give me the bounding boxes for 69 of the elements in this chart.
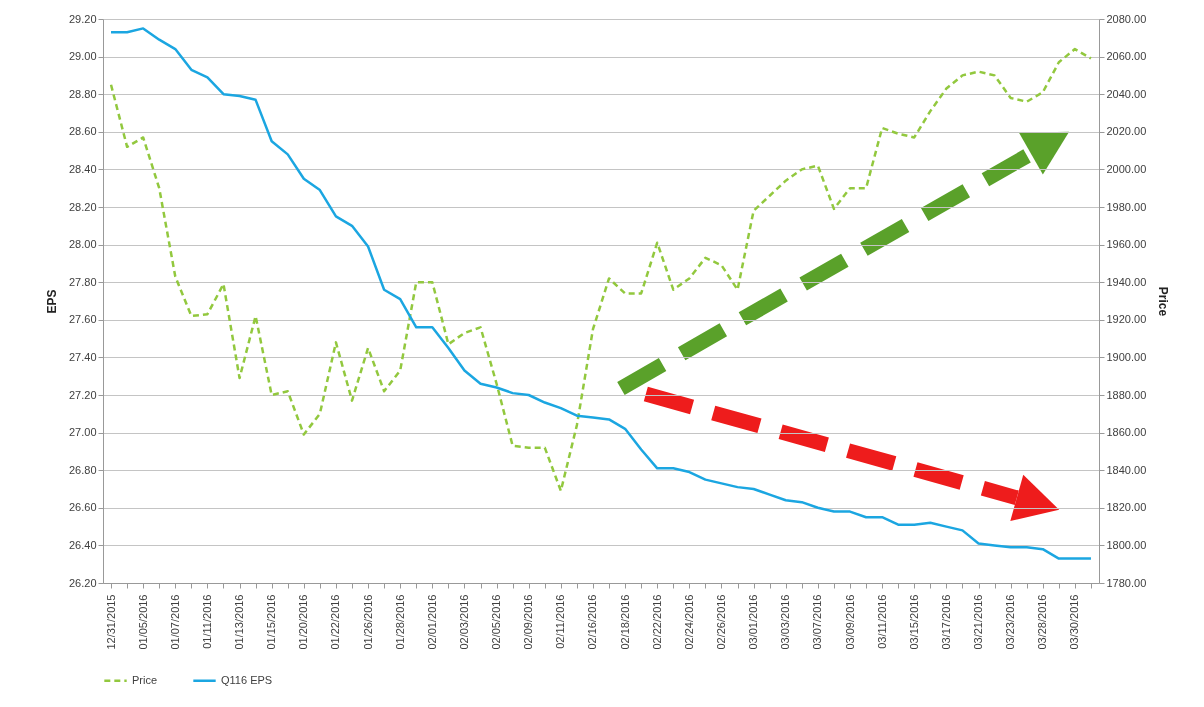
x-tick-label: 01/07/2016 (168, 594, 181, 650)
line-series (109, 27, 1093, 560)
x-tick-label: 02/24/2016 (682, 594, 695, 650)
y-tick-label: 27.80 (68, 275, 97, 288)
y-tick-label: 29.20 (68, 12, 97, 25)
x-tick-label: 01/28/2016 (393, 594, 406, 650)
y-tick-label: 27.00 (68, 426, 97, 439)
y2-tick-label: 1940.00 (1106, 275, 1147, 288)
x-tick-label: 02/22/2016 (650, 594, 663, 650)
line-series (109, 47, 1093, 493)
y2-tick-label: 1800.00 (1106, 538, 1147, 551)
x-tick-label: 02/03/2016 (457, 594, 470, 650)
y-tick-label: 27.60 (68, 313, 97, 326)
y2-tick-label: 1980.00 (1106, 200, 1147, 213)
y2-tick-label: 1920.00 (1106, 313, 1147, 326)
y-tick-label: 28.00 (68, 238, 97, 251)
y-axis-title: EPS (44, 289, 59, 314)
y-tick-label: 29.00 (68, 50, 97, 63)
y2-tick-label: 2040.00 (1106, 87, 1147, 100)
x-tick-label: 03/17/2016 (939, 594, 952, 650)
x-tick-label: 03/03/2016 (779, 594, 792, 650)
x-tick-label: 03/30/2016 (1068, 594, 1081, 650)
x-tick-label: 02/11/2016 (554, 594, 567, 649)
y-tick-label: 26.80 (68, 463, 97, 476)
y2-tick-label: 1780.00 (1106, 576, 1147, 589)
x-tick-label: 02/09/2016 (522, 594, 535, 650)
x-tick-label: 01/13/2016 (233, 594, 246, 650)
y2-tick-label: 1820.00 (1106, 501, 1147, 514)
y2-tick-label: 1840.00 (1106, 463, 1147, 476)
x-tick-label: 01/05/2016 (136, 594, 149, 650)
y2-tick-label: 2060.00 (1106, 50, 1147, 63)
x-tick-label: 02/01/2016 (425, 594, 438, 650)
y-tick-label: 27.40 (68, 350, 97, 363)
x-tick-label: 01/26/2016 (361, 594, 374, 650)
x-tick-label: 03/09/2016 (843, 594, 856, 650)
y2-tick-label: 1960.00 (1106, 238, 1147, 251)
y2-tick-label: 2000.00 (1106, 162, 1147, 175)
y-tick-label: 28.60 (68, 125, 97, 138)
x-tick-label: 03/23/2016 (1004, 594, 1017, 650)
y2-tick-label: 2020.00 (1106, 125, 1147, 138)
x-tick-label: 02/05/2016 (490, 594, 503, 650)
x-tick-label: 03/11/2016 (875, 594, 888, 649)
y2-tick-label: 1900.00 (1106, 350, 1147, 363)
x-tick-label: 03/21/2016 (972, 594, 985, 650)
legend-label: Q116 EPS (221, 673, 273, 686)
x-tick-label: 02/18/2016 (618, 594, 631, 650)
y2-tick-label: 2080.00 (1106, 12, 1147, 25)
x-tick-label: 02/26/2016 (714, 594, 727, 650)
x-tick-label: 03/28/2016 (1036, 594, 1049, 650)
y2-tick-label: 1860.00 (1106, 426, 1147, 439)
x-tick-label: 03/01/2016 (747, 594, 760, 650)
y-tick-label: 27.20 (68, 388, 97, 401)
x-tick-label: 01/20/2016 (297, 594, 310, 650)
x-tick-label: 03/07/2016 (811, 594, 824, 650)
y-tick-label: 26.60 (68, 501, 97, 514)
x-tick-label: 01/22/2016 (329, 594, 342, 650)
x-tick-label: 01/11/2016 (200, 594, 213, 649)
y-tick-label: 26.20 (68, 576, 97, 589)
x-tick-label: 03/15/2016 (907, 594, 920, 650)
x-tick-label: 02/16/2016 (586, 594, 599, 650)
legend-label: Price (132, 673, 158, 686)
y-tick-label: 28.80 (68, 87, 97, 100)
y2-tick-label: 1880.00 (1106, 388, 1147, 401)
x-tick-label: 12/31/2015 (104, 594, 117, 650)
y2-axis-title: Price (1156, 286, 1171, 317)
y-tick-label: 28.40 (68, 162, 97, 175)
x-tick-label: 01/15/2016 (265, 594, 278, 650)
y-tick-label: 28.20 (68, 200, 97, 213)
y-tick-label: 26.40 (68, 538, 97, 551)
